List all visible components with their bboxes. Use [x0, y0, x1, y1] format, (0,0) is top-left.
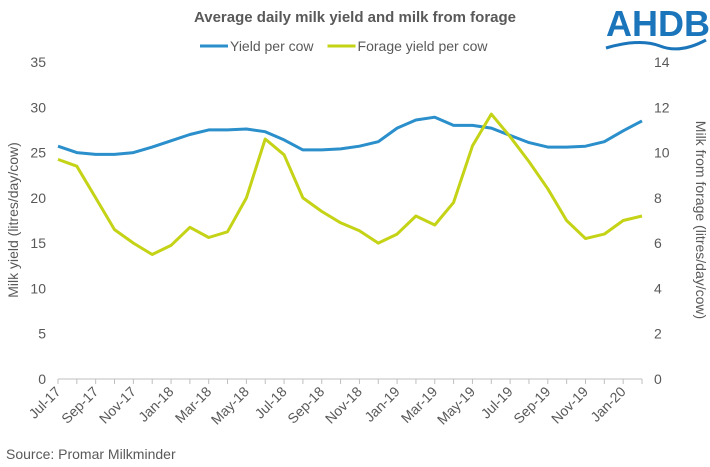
y2-tick-label: 14	[654, 54, 670, 70]
series-line	[57, 115, 643, 156]
logo: AHDB	[605, 3, 710, 51]
y-tick-label: 35	[30, 54, 46, 70]
x-tick-label: Nov-18	[322, 383, 365, 426]
y2-tick-label: 4	[654, 280, 662, 296]
x-tick-label: May-18	[208, 383, 252, 427]
legend-label: Forage yield per cow	[358, 38, 489, 54]
y-tick-label: 5	[38, 326, 46, 342]
x-tick-label: Nov-17	[96, 383, 139, 426]
x-tick-label: Sep-17	[58, 383, 101, 426]
series-line	[57, 112, 643, 256]
y-tick-label: 10	[30, 280, 46, 296]
x-tick-label: Mar-19	[398, 383, 441, 426]
y2-tick-label: 12	[654, 99, 670, 115]
y2-tick-label: 0	[654, 371, 662, 387]
logo-text: AHDB	[606, 3, 710, 44]
y-tick-label: 0	[38, 371, 46, 387]
chart-title: Average daily milk yield and milk from f…	[194, 9, 516, 26]
y-tick-label: 30	[30, 99, 46, 115]
x-tick-label: Nov-19	[548, 383, 591, 426]
logo-wave	[605, 38, 707, 51]
x-tick-label: Jan-19	[361, 383, 403, 425]
y2-tick-label: 2	[654, 326, 662, 342]
y2-tick-label: 6	[654, 235, 662, 251]
y-tick-label: 25	[30, 145, 46, 161]
y-axis-label: Milk yield (litres/day/cow)	[5, 142, 21, 298]
y-tick-label: 20	[30, 190, 46, 206]
y2-tick-label: 8	[654, 190, 662, 206]
x-tick-label: Jan-18	[135, 383, 177, 425]
x-tick-label: Mar-18	[172, 383, 215, 426]
x-tick-label: May-19	[434, 383, 478, 427]
y2-axis-label: Milk from forage (litres/day/cow)	[693, 121, 709, 319]
x-tick-label: Sep-19	[510, 383, 553, 426]
y-tick-label: 15	[30, 235, 46, 251]
x-tick-label: Sep-18	[284, 383, 327, 426]
x-tick-label: Jan-20	[587, 383, 629, 425]
source: Source: Promar Milkminder	[6, 446, 176, 462]
y2-tick-label: 10	[654, 145, 670, 161]
legend-label: Yield per cow	[230, 38, 314, 54]
